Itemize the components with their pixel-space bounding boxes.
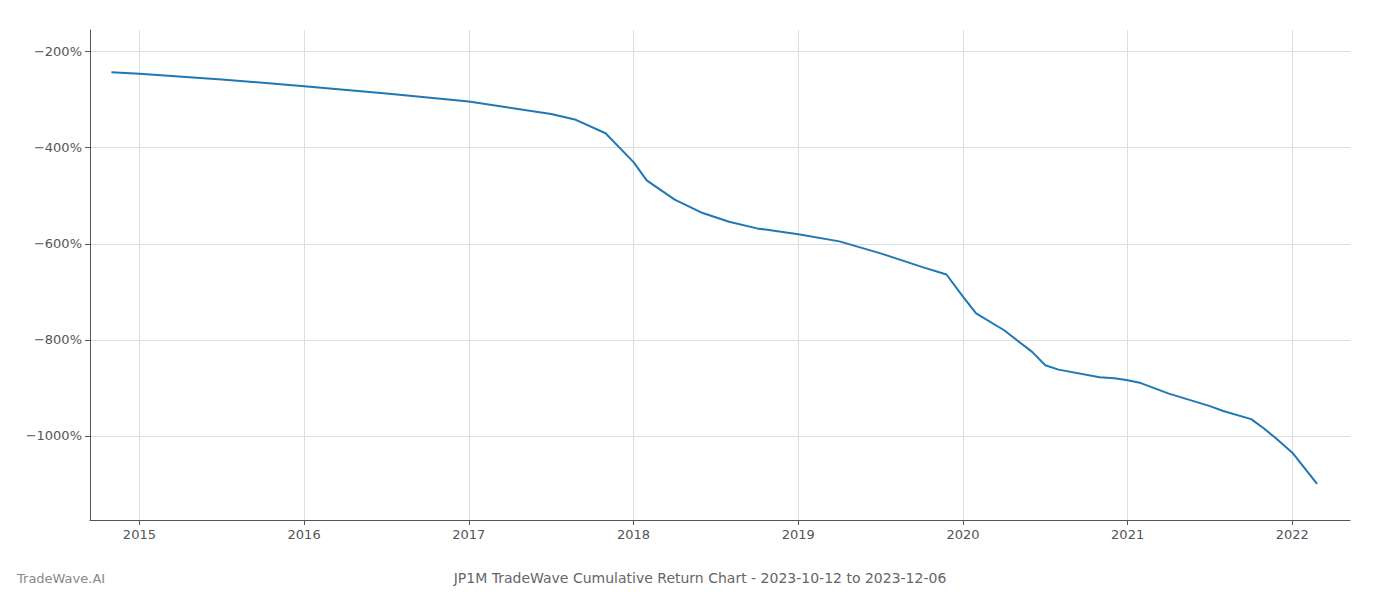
svg-text:−1000%: −1000%	[26, 428, 82, 443]
svg-text:JP1M TradeWave Cumulative Retu: JP1M TradeWave Cumulative Return Chart -…	[453, 570, 947, 586]
svg-text:−600%: −600%	[34, 236, 82, 251]
svg-text:−800%: −800%	[34, 332, 82, 347]
svg-text:2016: 2016	[288, 527, 321, 542]
svg-text:2017: 2017	[452, 527, 485, 542]
svg-text:2020: 2020	[946, 527, 979, 542]
svg-text:2021: 2021	[1111, 527, 1144, 542]
svg-text:2015: 2015	[123, 527, 156, 542]
svg-text:2019: 2019	[782, 527, 815, 542]
svg-text:TradeWave.AI: TradeWave.AI	[16, 571, 105, 586]
svg-text:−200%: −200%	[34, 44, 82, 59]
svg-text:−400%: −400%	[34, 140, 82, 155]
svg-text:2018: 2018	[617, 527, 650, 542]
svg-text:2022: 2022	[1276, 527, 1309, 542]
